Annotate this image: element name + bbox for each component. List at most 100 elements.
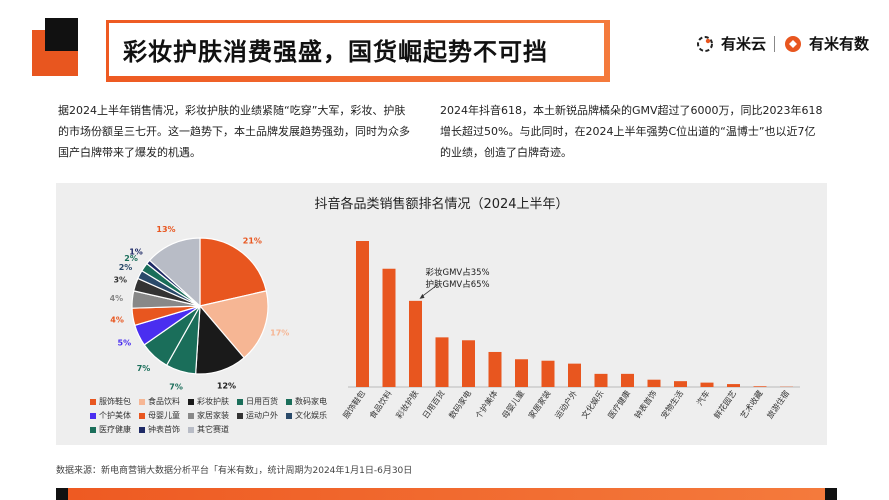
- annotation-arrowhead: [419, 293, 425, 299]
- pie-label-4: 7%: [169, 383, 183, 392]
- legend-swatch: [139, 426, 145, 433]
- legend-label: 钟表首饰: [148, 425, 180, 434]
- bar-7: [515, 359, 528, 387]
- annotation-arrow: [421, 284, 438, 298]
- legend-item: 运动户外: [237, 410, 278, 421]
- bar-tick-label: 个护美体: [473, 388, 500, 420]
- bar-14: [700, 382, 714, 387]
- bar-tick-label: 数码家电: [447, 388, 474, 420]
- pie-legend: 服饰鞋包 食品饮料 彩妆护肤 日用百货 数码家电个护美体 母婴儿童 家居家装 运动户外 文化娱乐…: [90, 396, 350, 438]
- legend-swatch: [188, 398, 194, 405]
- bar-tick-label: 汽车: [694, 388, 711, 407]
- bar-6: [488, 351, 502, 387]
- logo-youmi-data: 有米有数: [808, 35, 869, 53]
- legend-swatch: [237, 412, 243, 419]
- pie-label-3: 12%: [217, 382, 236, 391]
- legend-item: 数码家电: [286, 396, 327, 407]
- legend-item: 医疗健康: [90, 424, 131, 435]
- legend-swatch: [90, 412, 96, 419]
- bar-12: [647, 379, 661, 387]
- legend-row: 医疗健康 钟表首饰 其它赛道: [90, 424, 350, 435]
- legend-label: 食品饮料: [148, 397, 180, 406]
- bar-1: [356, 241, 369, 387]
- data-source-note: 数据来源：新电商营销大数据分析平台「有米有数」，统计周期为2024年1月1日-6…: [56, 466, 413, 476]
- chart-title: 抖音各品类销售额排名情况（2024上半年）: [314, 197, 569, 212]
- legend-swatch: [286, 412, 292, 419]
- legend-label: 家居家装: [197, 411, 229, 420]
- legend-label: 彩妆护肤: [197, 397, 229, 406]
- legend-swatch: [188, 426, 194, 433]
- legend-swatch: [286, 398, 292, 405]
- footer-dot-right: [825, 488, 837, 500]
- youmi-cloud-logo-icon: [696, 35, 713, 52]
- legend-row: 个护美体 母婴儿童 家居家装 运动户外 文化娱乐: [90, 410, 350, 421]
- legend-item: 文化娱乐: [286, 410, 327, 421]
- bar-tick-label: 食品饮料: [367, 388, 394, 420]
- title-banner: 彩妆护肤消费强盛，国货崛起势不可挡: [106, 20, 610, 82]
- pie-label-6: 5%: [118, 338, 132, 347]
- logo-separator: [773, 35, 775, 52]
- bar-13: [674, 381, 687, 387]
- decorative-square-dark: [45, 18, 78, 51]
- brand-logos: 有米云 有米有数: [695, 33, 869, 54]
- legend-label: 运动户外: [246, 411, 278, 420]
- paragraph-left: 据2024上半年销售情况，彩妆护肤的业绩紧随“吃穿”大军，彩妆、护肤的市场份额呈…: [58, 104, 410, 159]
- bar-tick-label: 母婴儿童: [500, 388, 527, 420]
- legend-label: 文化娱乐: [295, 411, 327, 420]
- legend-item: 彩妆护肤: [188, 396, 229, 407]
- pie-label-10: 2%: [119, 263, 133, 272]
- legend-swatch: [237, 398, 243, 405]
- pie-slice-2: [198, 290, 269, 359]
- pie-label-13: 13%: [156, 225, 175, 234]
- bar-annotation-1: 彩妆GMV占35%: [426, 267, 490, 278]
- legend-swatch: [90, 398, 96, 405]
- legend-item: 其它赛道: [188, 424, 229, 435]
- bar-tick-label: 医疗健康: [606, 388, 633, 420]
- pie-label-12: 1%: [129, 248, 143, 257]
- legend-item: 个护美体: [90, 410, 131, 421]
- bar-8: [541, 360, 555, 387]
- legend-item: 母婴儿童: [139, 410, 180, 421]
- bar-tick-label: 旅游住宿: [765, 388, 792, 420]
- page-title: 彩妆护肤消费强盛，国货崛起势不可挡: [123, 38, 548, 66]
- legend-swatch: [139, 398, 145, 405]
- bar-2: [382, 268, 396, 387]
- pie-label-1: 21%: [243, 236, 262, 245]
- pie-slice-13: [148, 237, 201, 308]
- pie-slice-1: [199, 237, 268, 307]
- bar-4: [435, 337, 449, 387]
- bar-tick-label: 日用百货: [420, 388, 447, 420]
- bar-tick-label: 鲜花园艺: [712, 388, 739, 420]
- logo-youmi-cloud: 有米云: [720, 35, 766, 53]
- legend-label: 其它赛道: [197, 425, 229, 434]
- pie-label-5: 7%: [137, 364, 151, 373]
- bar-9: [568, 363, 581, 387]
- pie-label-7: 4%: [110, 315, 124, 324]
- legend-swatch: [90, 426, 96, 433]
- legend-item: 服饰鞋包: [90, 396, 131, 407]
- legend-swatch: [139, 412, 145, 419]
- chart-panel: 抖音各品类销售额排名情况（2024上半年）: [56, 183, 827, 445]
- title-box: 彩妆护肤消费强盛，国货崛起势不可挡: [109, 23, 604, 76]
- legend-label: 日用百货: [246, 397, 278, 406]
- legend-item: 食品饮料: [139, 396, 180, 407]
- pie-label-8: 4%: [110, 294, 124, 303]
- bar-annotation-2: 护肤GMV占65%: [426, 279, 490, 290]
- decorative-square: [32, 18, 78, 76]
- bar-tick-label: 宠物生活: [659, 388, 686, 420]
- bar-11: [621, 373, 634, 387]
- bar-3: [409, 300, 422, 387]
- legend-swatch: [188, 412, 194, 419]
- bar-10: [594, 373, 608, 387]
- pie-label-9: 3%: [113, 276, 127, 285]
- footer-bar: [68, 488, 825, 500]
- paragraph-right: 2024年抖音618，本土新锐品牌橘朵的GMV超过了6000万，同比2023年6…: [440, 104, 823, 159]
- legend-row: 服饰鞋包 食品饮料 彩妆护肤 日用百货 数码家电: [90, 396, 350, 407]
- bar-5: [462, 340, 475, 387]
- legend-label: 数码家电: [295, 397, 327, 406]
- legend-item: 钟表首饰: [139, 424, 180, 435]
- bar-15: [727, 384, 740, 387]
- bar-tick-label: 钟表首饰: [632, 388, 659, 420]
